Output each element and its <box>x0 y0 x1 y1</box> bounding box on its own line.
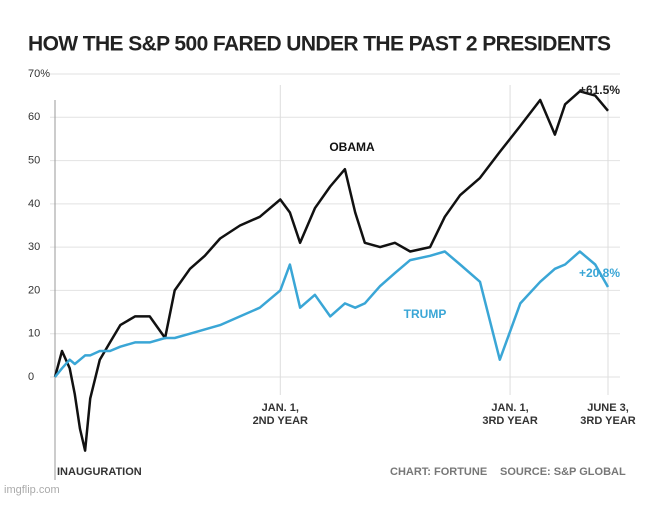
series-line <box>53 90 609 452</box>
credit: CHART: FORTUNE <box>390 466 487 478</box>
y-tick-label: 60 <box>28 111 40 123</box>
y-tick-label: 40 <box>28 198 40 210</box>
series-line <box>54 250 610 378</box>
x-tick-label: JUNE 3, 3RD YEAR <box>580 402 635 427</box>
y-tick-label: 10 <box>28 328 40 340</box>
x-tick-label: INAUGURATION <box>57 466 142 478</box>
watermark: imgflip.com <box>4 484 60 496</box>
x-tick-label: JAN. 1, 2ND YEAR <box>253 402 308 427</box>
end-label: +61.5% <box>579 83 620 97</box>
chart-title: HOW THE S&P 500 FARED UNDER THE PAST 2 P… <box>28 33 611 56</box>
source: SOURCE: S&P GLOBAL <box>500 466 626 478</box>
y-tick-label: 70% <box>28 68 50 80</box>
y-tick-label: 0 <box>28 371 34 383</box>
end-label: +20.8% <box>579 266 620 280</box>
y-tick-label: 50 <box>28 154 40 166</box>
y-tick-label: 30 <box>28 241 40 253</box>
series-label: OBAMA <box>329 140 375 154</box>
x-tick-label: JAN. 1, 3RD YEAR <box>482 402 537 427</box>
series-label: TRUMP <box>404 307 447 321</box>
y-tick-label: 20 <box>28 284 40 296</box>
